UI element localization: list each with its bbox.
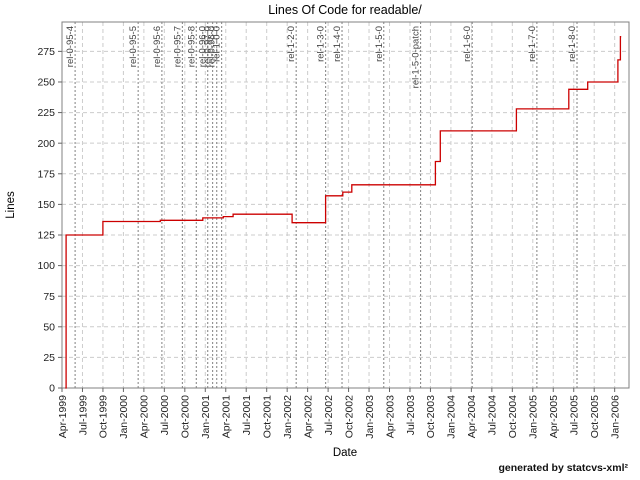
- x-tick-label: Oct-2002: [343, 395, 355, 438]
- x-tick-label: Oct-2000: [180, 395, 192, 438]
- release-lines-layer: rel-0-95-4 rel-0-95-5 rel-0-95-6 rel-0-95-7…: [65, 22, 578, 388]
- y-tick-label: 175: [37, 168, 55, 180]
- plot-border: [61, 21, 630, 389]
- x-tick-label: Jan-2004: [446, 395, 458, 439]
- x-axis-label: Date: [333, 447, 357, 459]
- release-label: rel-1-3-0: [316, 26, 327, 62]
- x-tick-label: Oct-2005: [589, 395, 601, 438]
- x-tick-label: Apr-2004: [466, 395, 478, 438]
- loc-step-line: [65, 36, 622, 389]
- x-tick-label: Jan-2002: [282, 395, 294, 439]
- y-tick-label: 75: [43, 291, 55, 303]
- y-tick-label: 50: [43, 321, 55, 333]
- x-tick-label: Oct-2004: [507, 395, 519, 438]
- x-tick-label: Apr-2005: [548, 395, 560, 438]
- chart-title: Lines Of Code for readable/: [268, 3, 422, 17]
- release-label: rel-1-5-0: [374, 26, 385, 62]
- y-tick-label: 250: [37, 77, 55, 89]
- x-tick-label: Apr-2003: [384, 395, 396, 438]
- x-tick-label: Apr-2001: [221, 395, 233, 438]
- x-tick-label: Apr-1999: [57, 395, 69, 438]
- release-label: rel-0-96-0: [198, 26, 209, 67]
- x-tick-label: Jan-2005: [528, 395, 540, 439]
- y-tick-label: 200: [37, 138, 55, 150]
- x-tick-label: Jan-2006: [609, 395, 621, 439]
- release-label: rel-1-8-0: [567, 26, 578, 62]
- release-label: rel-1-4-0: [332, 26, 343, 62]
- release-label: rel-1-7-0: [527, 26, 538, 62]
- x-tick-label: Oct-2001: [261, 395, 273, 438]
- release-label: rel-0-95-4: [65, 26, 76, 67]
- x-tick-label: Oct-2003: [425, 395, 437, 438]
- y-tick-label: 275: [37, 46, 55, 58]
- release-label: rel-1-5-0-patch: [411, 26, 422, 88]
- release-label: rel-0-97-0: [203, 26, 214, 67]
- release-label: rel-1-0-0: [212, 26, 223, 62]
- release-label: rel-0-95-8: [186, 26, 197, 67]
- release-label: rel-1-6-0: [462, 26, 473, 62]
- grid-layer: [61, 22, 629, 388]
- release-label: rel-0-98-0: [207, 26, 218, 67]
- y-tick-label: 0: [49, 383, 55, 395]
- x-tick-label: Jan-2001: [200, 395, 212, 439]
- release-label: rel-0-95-5: [128, 26, 139, 67]
- x-tick-label: Jul-1999: [77, 395, 89, 435]
- x-tick-label: Jul-2000: [159, 395, 171, 435]
- x-tick-label: Jul-2001: [241, 395, 253, 435]
- release-label: rel-0-95-7: [172, 26, 183, 67]
- y-axis-label: Lines: [5, 191, 17, 219]
- y-tick-label: 100: [37, 260, 55, 272]
- x-tick-label: Jul-2002: [323, 395, 335, 435]
- x-tick-label: Jan-2003: [364, 395, 376, 439]
- x-tick-label: Jul-2004: [487, 395, 499, 435]
- release-label: rel-0-95-6: [152, 26, 163, 67]
- x-tick-label: Jul-2005: [569, 395, 581, 435]
- release-label: rel-1-2-0: [286, 26, 297, 62]
- x-tick-label: Oct-1999: [98, 395, 110, 438]
- series-layer: [65, 36, 622, 389]
- x-tick-label: Jan-2000: [118, 395, 130, 439]
- y-tick-label: 125: [37, 230, 55, 242]
- y-tick-label: 225: [37, 107, 55, 119]
- x-tick-label: Apr-2002: [302, 395, 314, 438]
- x-tick-label: Apr-2000: [139, 395, 151, 438]
- y-tick-label: 150: [37, 199, 55, 211]
- credit-text: generated by statcvs-xml²: [498, 462, 628, 474]
- plot-border-layer: [61, 21, 630, 389]
- y-tick-label: 25: [43, 352, 55, 364]
- tick-layer: 0 25 50 75 100 125 150 175 200 225 250 275 Apr-1999 J…: [37, 46, 621, 439]
- x-tick-label: Jul-2003: [405, 395, 417, 435]
